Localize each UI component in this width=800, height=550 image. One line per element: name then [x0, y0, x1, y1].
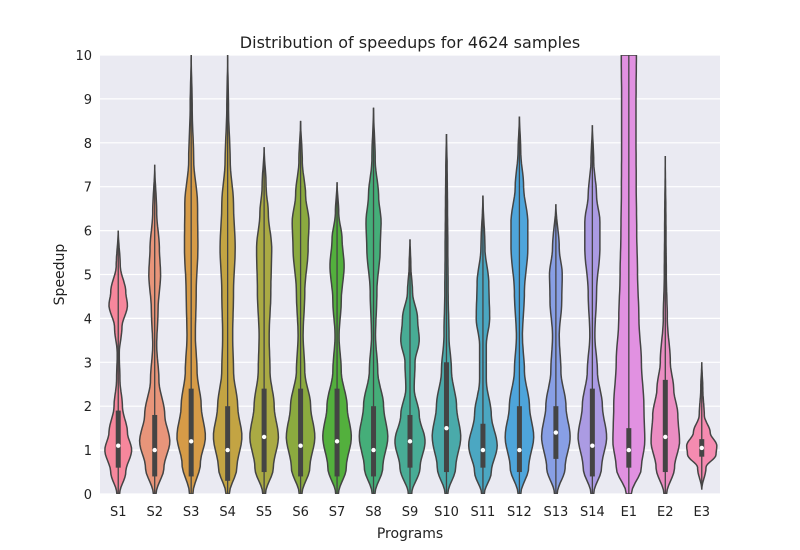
x-tick-S12: S12 [507, 505, 532, 520]
y-tick-labels: 0 1 2 3 4 5 6 7 8 9 10 [75, 49, 92, 503]
median-S14 [590, 443, 595, 448]
iqr-box-S5 [261, 388, 267, 473]
y-tick-5: 5 [84, 269, 92, 284]
x-axis-label: Programs [377, 526, 443, 542]
y-tick-0: 0 [84, 488, 92, 503]
iqr-box-S12 [516, 406, 522, 473]
x-tick-labels: S1 S2 S3 S4 S5 S6 S7 S8 S9 S10 S11 S12 S13 S14 E1 E2 E3 [110, 505, 710, 520]
y-tick-3: 3 [84, 356, 92, 371]
iqr-box-S6 [298, 388, 304, 477]
y-tick-1: 1 [84, 444, 92, 459]
median-S1 [116, 443, 121, 448]
x-tick-S13: S13 [543, 505, 568, 520]
iqr-box-S3 [188, 388, 194, 477]
iqr-box-S2 [152, 414, 158, 477]
x-tick-S5: S5 [256, 505, 273, 520]
y-tick-7: 7 [84, 181, 92, 196]
median-E3 [699, 445, 704, 451]
y-tick-8: 8 [84, 137, 92, 152]
median-S12 [517, 447, 522, 453]
median-S8 [371, 447, 376, 453]
iqr-box-S4 [225, 406, 231, 481]
y-axis-label: Speedup [52, 244, 68, 306]
median-S3 [188, 439, 194, 444]
iqr-box-S14 [589, 388, 595, 477]
median-S5 [261, 434, 267, 440]
chart-title: Distribution of speedups for 4624 sample… [240, 33, 580, 52]
iqr-box-S1 [115, 410, 121, 468]
x-tick-S1: S1 [110, 505, 127, 520]
x-tick-S11: S11 [471, 505, 496, 520]
x-tick-S8: S8 [365, 505, 382, 520]
x-tick-S14: S14 [580, 505, 605, 520]
y-tick-2: 2 [84, 400, 92, 415]
y-tick-9: 9 [84, 93, 92, 108]
x-tick-S3: S3 [183, 505, 200, 520]
median-S4 [225, 447, 230, 453]
median-S9 [407, 439, 413, 444]
y-tick-4: 4 [84, 312, 92, 327]
median-S6 [298, 443, 303, 448]
x-tick-S7: S7 [329, 505, 346, 520]
x-tick-E1: E1 [621, 505, 638, 520]
x-tick-S4: S4 [219, 505, 236, 520]
y-tick-10: 10 [75, 49, 92, 64]
median-S11 [480, 447, 486, 453]
iqr-box-S7 [334, 388, 340, 477]
x-tick-S2: S2 [146, 505, 163, 520]
iqr-box-E2 [662, 379, 668, 473]
x-tick-E2: E2 [657, 505, 674, 520]
x-tick-S9: S9 [402, 505, 419, 520]
iqr-box-S8 [371, 406, 377, 477]
median-S2 [152, 447, 157, 453]
violins [104, 55, 718, 494]
x-tick-S6: S6 [292, 505, 309, 520]
median-S13 [553, 430, 559, 435]
median-S10 [444, 425, 449, 431]
median-E2 [663, 434, 668, 440]
y-tick-6: 6 [84, 225, 92, 240]
iqr-box-S11 [480, 423, 486, 468]
median-S7 [334, 439, 340, 444]
x-tick-E3: E3 [694, 505, 711, 520]
x-tick-S10: S10 [434, 505, 459, 520]
iqr-box-S10 [443, 362, 449, 473]
median-E1 [626, 447, 632, 453]
